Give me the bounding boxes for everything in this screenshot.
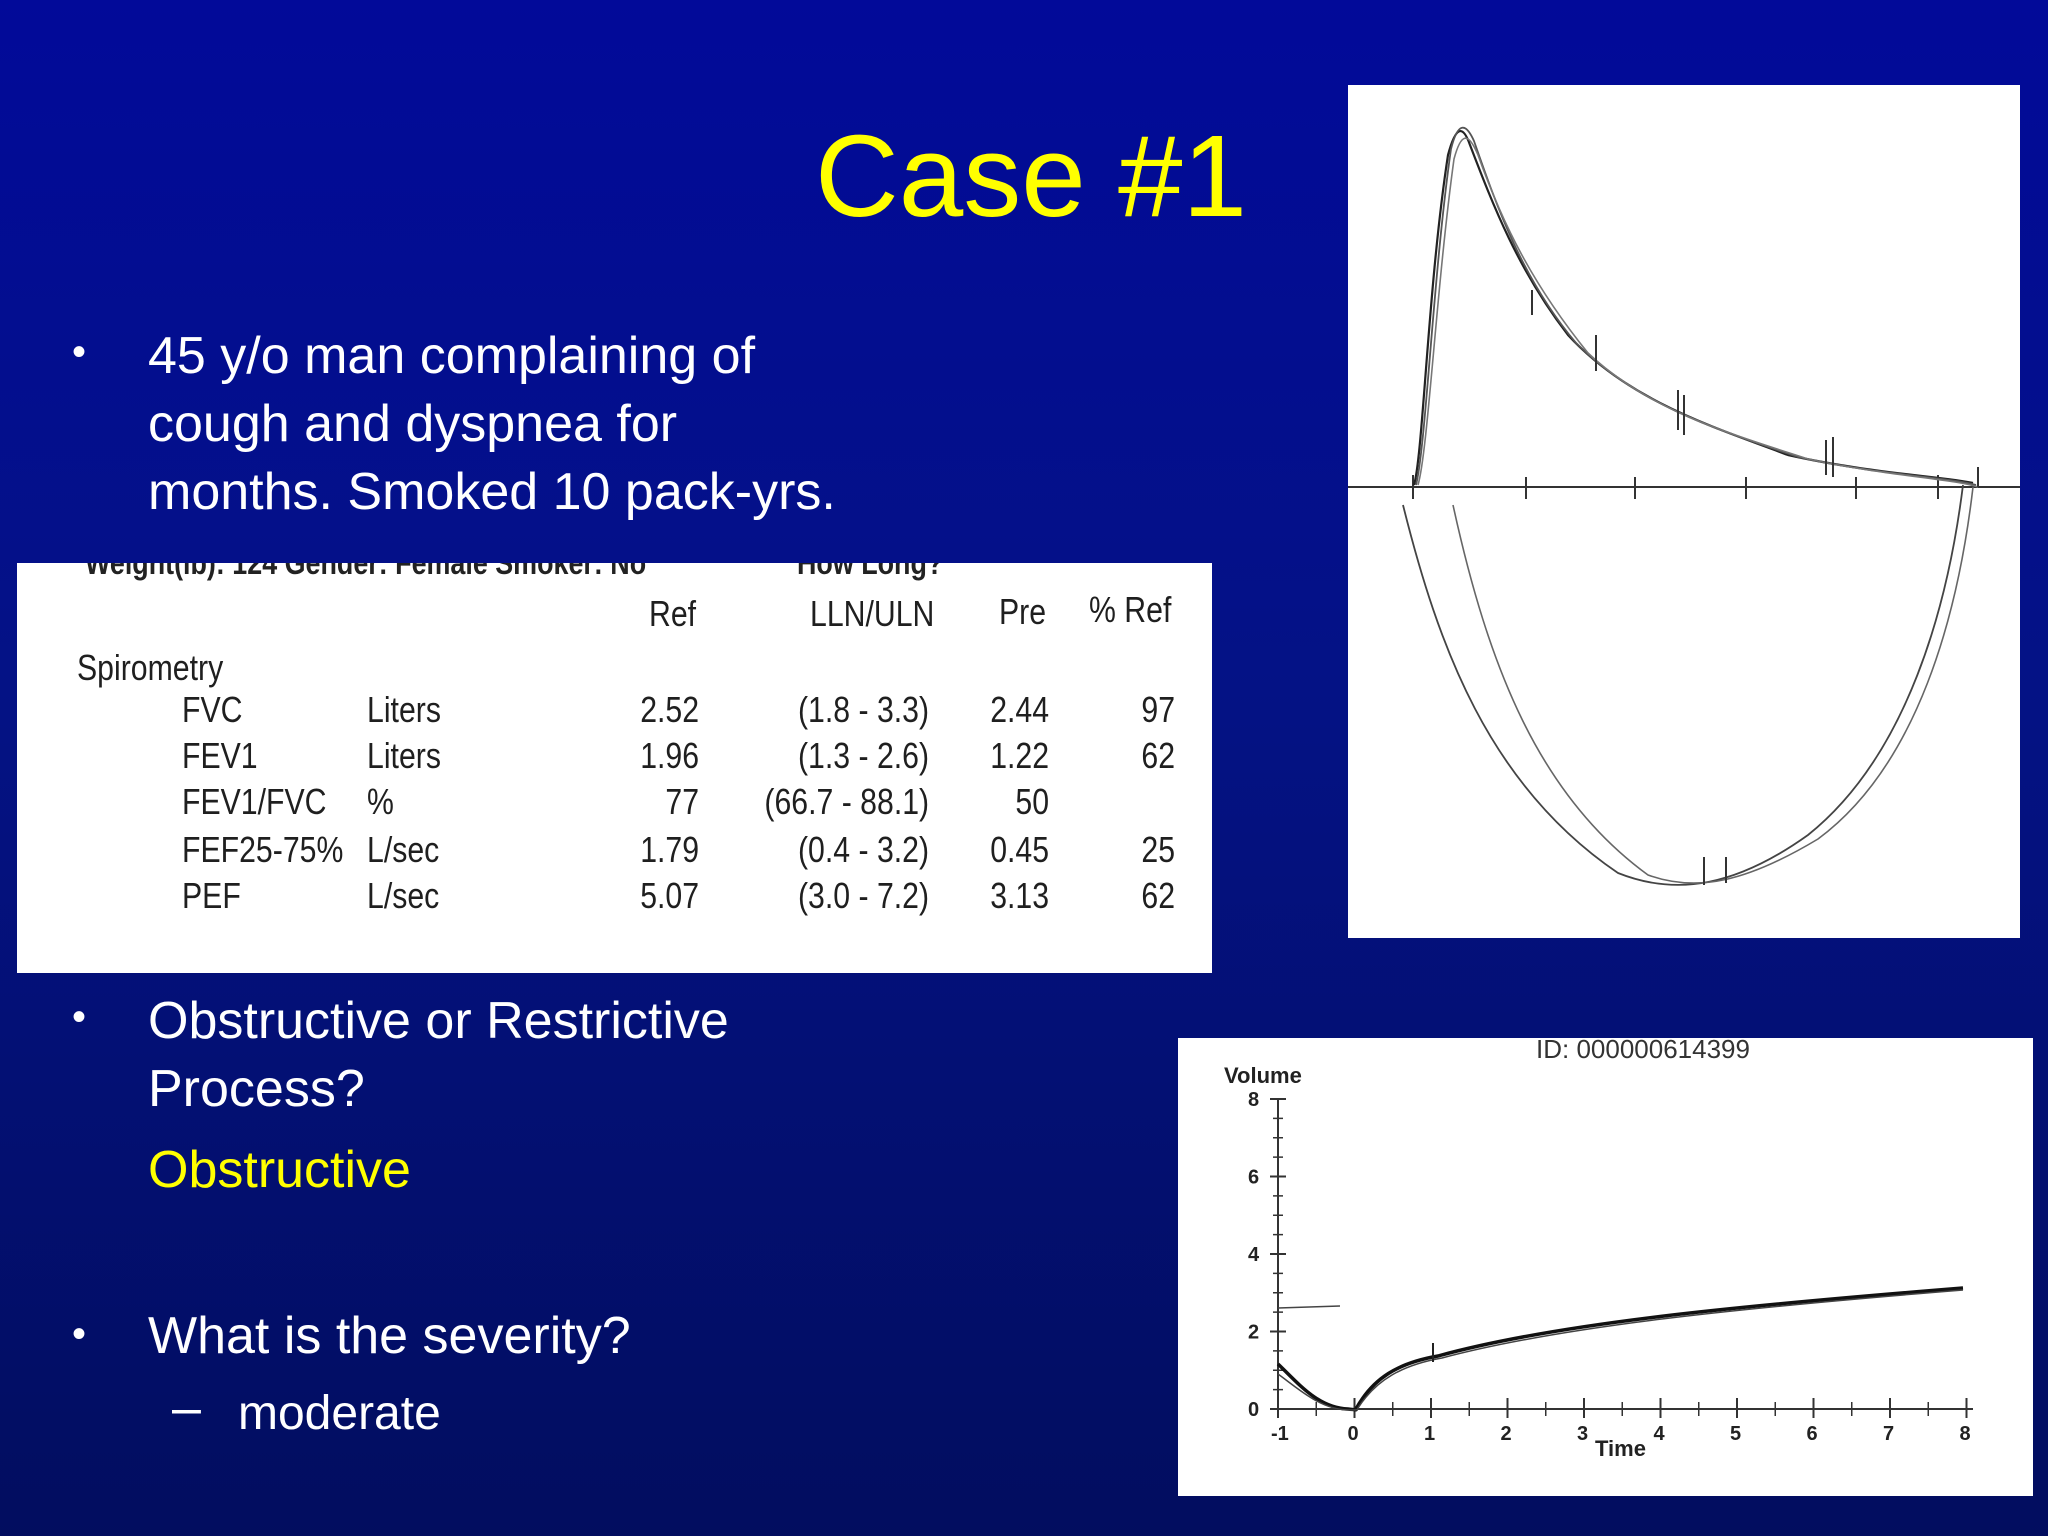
- row-pct-ref: 62: [1141, 875, 1175, 916]
- x-tick-label: 2: [1501, 1423, 1512, 1445]
- patient-id-label: ID: 000000614399: [1536, 1038, 1750, 1064]
- row-unit: Liters: [367, 689, 441, 730]
- col-header-lln-uln: LLN/ULN: [810, 593, 935, 634]
- expiratory-curve-3: [1417, 137, 1979, 488]
- row-pre: 3.13: [990, 875, 1049, 916]
- row-unit: L/sec: [367, 829, 440, 870]
- inspiratory-curve-2: [1452, 486, 1974, 884]
- volume-axis-label: Volume: [1224, 1063, 1302, 1088]
- x-tick-label: 5: [1730, 1423, 1741, 1445]
- row-pct-ref: 62: [1141, 735, 1175, 776]
- row-name: FEF25-75%: [182, 829, 344, 870]
- answer-text: Obstructive: [148, 1141, 411, 1199]
- row-range: (3.0 - 7.2): [797, 875, 929, 916]
- row-name: FEV1/FVC: [182, 781, 327, 822]
- row-unit: Liters: [367, 735, 441, 776]
- row-range: (66.7 - 88.1): [764, 781, 929, 822]
- time-axis-label: Time: [1595, 1436, 1646, 1461]
- sub-bullet-marker: –: [172, 1379, 201, 1437]
- row-pre: 50: [1015, 781, 1049, 822]
- volume-trace-1: [1276, 1286, 1964, 1412]
- spirometry-report: Weight(lb): 124 Gender: Female Smoker: N…: [17, 563, 1212, 973]
- row-range: (1.3 - 2.6): [797, 735, 929, 776]
- flow-volume-loop: [1348, 85, 2020, 938]
- row-ref: 1.96: [640, 735, 699, 776]
- flow-volume-svg: [1348, 126, 2020, 886]
- x-tick-label: 3: [1577, 1423, 1588, 1445]
- col-header-ref: Ref: [649, 593, 697, 634]
- row-ref: 2.52: [640, 689, 699, 730]
- y-tick-label: 8: [1248, 1089, 1259, 1111]
- section-spirometry: Spirometry: [77, 647, 224, 688]
- report-header-cut-right: How Long?: [797, 563, 944, 581]
- volume-trace-2: [1277, 1289, 1964, 1411]
- x-ticks: -1 0 1 2 3 4 5 6 7 8: [1271, 1398, 1971, 1445]
- y-tick-label: 0: [1248, 1399, 1259, 1421]
- axis-ticks: [1412, 475, 1939, 499]
- inspiratory-markers: [1703, 857, 1727, 885]
- report-header-cut: Weight(lb): 124 Gender: Female Smoker: N…: [85, 563, 647, 581]
- row-pct-ref: 97: [1141, 689, 1175, 730]
- curve-markers: [1531, 290, 1979, 487]
- x-tick-label: 4: [1654, 1423, 1666, 1445]
- row-ref: 5.07: [640, 875, 699, 916]
- reference-mark: [1277, 1305, 1341, 1309]
- row-unit: L/sec: [367, 875, 440, 916]
- y-tick-label: 2: [1248, 1322, 1259, 1344]
- x-tick-label: 8: [1960, 1423, 1971, 1445]
- slide-title: Case #1: [815, 111, 1248, 241]
- volume-time-curve: ID: 000000614399 Volume Time 0 2 4 6 8 -1 0 1 2…: [1178, 1038, 2033, 1496]
- row-range: (0.4 - 3.2): [797, 829, 929, 870]
- y-tick-label: 6: [1248, 1167, 1259, 1189]
- row-pre: 0.45: [990, 829, 1049, 870]
- row-ref: 1.79: [640, 829, 699, 870]
- row-ref: 77: [665, 781, 699, 822]
- row-pre: 2.44: [990, 689, 1049, 730]
- row-range: (1.8 - 3.3): [797, 689, 929, 730]
- x-tick-label: 0: [1348, 1423, 1359, 1445]
- sub-bullet-text: moderate: [238, 1387, 441, 1440]
- row-name: FEV1: [182, 735, 258, 776]
- bullet-marker: •: [72, 1312, 87, 1356]
- volume-time-svg: ID: 000000614399 Volume Time 0 2 4 6 8 -1 0 1 2…: [1224, 1038, 1973, 1461]
- inspiratory-curve-1: [1402, 484, 1964, 886]
- col-header-pre: Pre: [999, 591, 1047, 632]
- row-pct-ref: 25: [1141, 829, 1175, 870]
- y-tick-label: 4: [1248, 1244, 1260, 1266]
- bullet-text-severity: What is the severity?: [148, 1307, 631, 1365]
- x-tick-label: 6: [1807, 1423, 1818, 1445]
- y-ticks: 0 2 4 6 8: [1248, 1089, 1286, 1421]
- x-tick-label: -1: [1271, 1423, 1289, 1445]
- bullet-marker: •: [72, 995, 87, 1039]
- col-header-pct-ref: % Ref: [1089, 589, 1172, 630]
- expiratory-curve-2: [1415, 126, 1977, 486]
- bullet-marker: •: [72, 330, 87, 374]
- row-name: FVC: [182, 689, 243, 730]
- x-tick-label: 7: [1883, 1423, 1894, 1445]
- expiratory-curve-1: [1412, 130, 1974, 486]
- bullet-text-history: 45 y/o man complaining of cough and dysp…: [148, 327, 836, 521]
- bullet-text-question: Obstructive or Restrictive Process?: [148, 992, 729, 1118]
- row-unit: %: [367, 781, 394, 822]
- row-pre: 1.22: [990, 735, 1049, 776]
- x-tick-label: 1: [1424, 1423, 1435, 1445]
- row-name: PEF: [182, 875, 241, 916]
